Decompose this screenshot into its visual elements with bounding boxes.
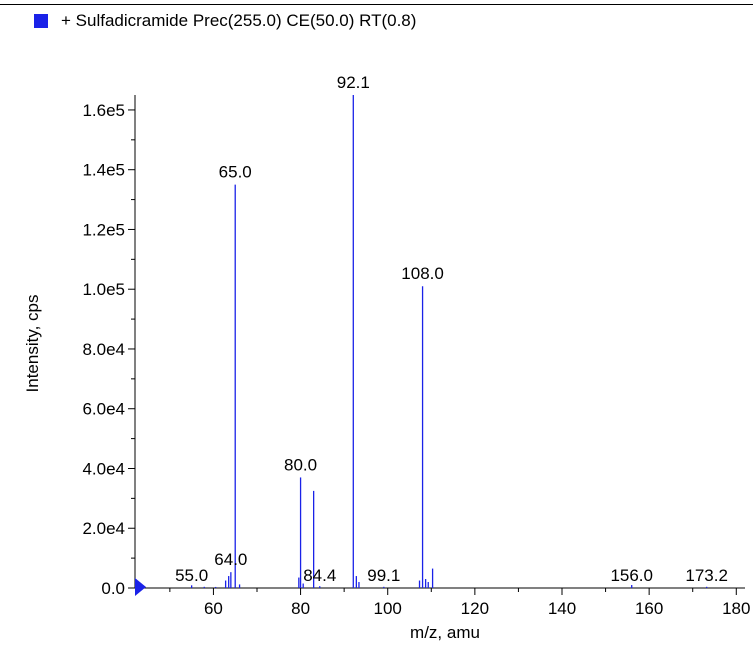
peak-label: 55.0: [175, 566, 208, 585]
peak-label: 84.4: [303, 566, 336, 585]
x-axis-title: m/z, amu: [410, 623, 480, 642]
y-axis-title: Intensity, cps: [23, 295, 42, 393]
legend: + Sulfadicramide Prec(255.0) CE(50.0) RT…: [34, 10, 416, 32]
axis-origin-marker: [135, 578, 146, 596]
y-tick-label: 0.0: [101, 579, 125, 598]
y-tick-label: 2.0e4: [82, 519, 125, 538]
legend-label: + Sulfadicramide Prec(255.0) CE(50.0) RT…: [61, 11, 417, 30]
peak-label: 65.0: [219, 163, 252, 182]
peak-labels: 55.0 64.0 65.0 80.0 84.4 92.1 99.1 108.0 156.0 17…: [175, 73, 728, 585]
peaks: [135, 95, 708, 588]
y-tick-label: 1.2e5: [82, 220, 125, 239]
x-tick-label: 100: [374, 599, 402, 618]
x-tick-label: 120: [461, 599, 489, 618]
x-tick-label: 140: [548, 599, 576, 618]
peak-label: 80.0: [284, 455, 317, 474]
y-tick-label: 6.0e4: [82, 400, 125, 419]
y-tick-label: 1.0e5: [82, 280, 125, 299]
y-tick-label: 1.4e5: [82, 161, 125, 180]
y-tick-label: 8.0e4: [82, 340, 125, 359]
legend-swatch: [34, 14, 48, 28]
x-tick-label: 80: [291, 599, 310, 618]
x-tick-label: 160: [635, 599, 663, 618]
ticks: 0.0 2.0e4 4.0e4 6.0e4 8.0e4 1.0e5 1.2e5 1.4e5 1.…: [82, 101, 750, 618]
peak-label: 173.2: [685, 566, 728, 585]
peak-label: 64.0: [214, 550, 247, 569]
top-divider: [0, 4, 753, 5]
peak-label: 108.0: [401, 264, 444, 283]
peak-label: 92.1: [337, 73, 370, 92]
peak-label: 156.0: [610, 566, 653, 585]
y-tick-label: 4.0e4: [82, 459, 125, 478]
x-tick-label: 180: [722, 599, 750, 618]
y-tick-label: 1.6e5: [82, 101, 125, 120]
peak-label: 99.1: [367, 566, 400, 585]
axes: [134, 95, 745, 596]
x-tick-label: 60: [204, 599, 223, 618]
